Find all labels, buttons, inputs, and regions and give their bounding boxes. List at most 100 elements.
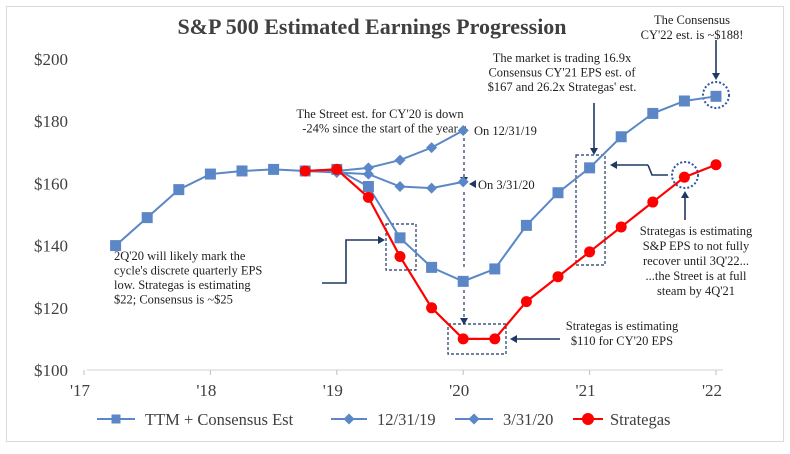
data-point (710, 159, 722, 171)
arrow-head (610, 161, 617, 169)
arrow-head (510, 335, 517, 343)
y-tick-label: $140 (34, 237, 68, 256)
arrow-head (712, 73, 720, 80)
annotation-market: The market is trading 16.9x Consensus CY'… (488, 51, 637, 94)
annotation-low: 2Q'20 will likely mark the cycle's discre… (114, 249, 262, 307)
annotation-line: Strategas is estimating (566, 319, 679, 333)
annotation-line: The Street est. for CY'20 is down (296, 107, 464, 121)
annotation-line: recover until 3Q'22... (643, 254, 749, 268)
y-tick-label: $120 (34, 299, 68, 318)
data-point (299, 165, 311, 177)
annotation-line: S&P EPS to not fully (643, 239, 750, 253)
data-point (362, 191, 374, 203)
annotation-on-1231: On 12/31/19 (474, 124, 537, 138)
highlight-box-2q20 (385, 223, 417, 271)
legend-swatch-marker (582, 413, 594, 425)
arrow-head (590, 148, 598, 155)
arrow-head (378, 236, 385, 244)
data-point (457, 125, 469, 137)
data-point (457, 333, 469, 345)
data-point (268, 163, 280, 175)
series-line (305, 169, 464, 190)
annotation-line: $110 for CY'20 EPS (571, 334, 673, 348)
data-point (615, 221, 627, 233)
arrow-head (681, 191, 689, 198)
annotation-street: The Street est. for CY'20 is down -24% si… (296, 107, 464, 136)
annotation-line: steam by 4Q'21 (657, 284, 735, 298)
x-tick-label: '18 (196, 381, 216, 400)
arrow-line (647, 164, 668, 176)
data-point (584, 246, 596, 258)
data-point (141, 212, 153, 224)
data-point (173, 184, 185, 196)
series-strategas (299, 159, 722, 345)
chart-title: S&P 500 Estimated Earnings Progression (177, 14, 566, 39)
arrow-head (460, 318, 468, 325)
data-point (584, 162, 596, 174)
annotation-on-0331: On 3/31/20 (478, 178, 535, 192)
annotation-line: The Consensus (654, 13, 730, 27)
annotation-line: -24% since the start of the year (302, 122, 458, 136)
legend-label: 12/31/19 (377, 410, 436, 429)
annotation-line: $167 and 26.2x Strategas' est. (488, 80, 637, 94)
annotation-line: Strategas is estimating (640, 224, 753, 238)
data-point (362, 162, 374, 174)
legend-item: Strategas (573, 410, 670, 429)
legend-label: TTM + Consensus Est (145, 410, 294, 429)
data-point (394, 154, 406, 166)
data-point (520, 296, 532, 308)
data-point (236, 165, 248, 177)
annotation-line: Consensus CY'21 EPS est. of (488, 66, 636, 80)
data-point (394, 232, 406, 244)
annotation-strategas-est: Strategas is estimating S&P EPS to not fu… (640, 224, 753, 298)
data-point (362, 181, 374, 193)
annotation-consensus: The Consensus CY'22 est. is ~$188! (641, 13, 744, 42)
data-point (710, 90, 722, 102)
data-point (204, 168, 216, 180)
data-point (394, 181, 406, 193)
dotted-circle-strategas (671, 161, 699, 189)
legend-label: 3/31/20 (503, 410, 553, 429)
annotation-line: ...the Street is at full (645, 269, 747, 283)
annotation-line: low. Strategas is estimating (114, 278, 251, 292)
legend-item: 3/31/20 (455, 410, 553, 429)
data-point (426, 261, 438, 273)
data-point (615, 131, 627, 143)
annotation-strategas-110: Strategas is estimating $110 for CY'20 EP… (566, 319, 679, 348)
arrow-head (469, 180, 476, 188)
highlight-box-cy21 (575, 154, 606, 266)
annotation-line: The market is trading 16.9x (493, 51, 632, 65)
legend-swatch-marker (343, 413, 355, 425)
data-point (552, 271, 564, 283)
chart-frame (6, 6, 784, 442)
data-point (489, 263, 501, 275)
legend-label: Strategas (610, 410, 670, 429)
data-point (426, 302, 438, 314)
x-tick-label: '21 (576, 381, 596, 400)
x-tick-label: '19 (323, 381, 343, 400)
data-point (678, 171, 690, 183)
data-point (457, 275, 469, 287)
data-point (520, 219, 532, 231)
series-line (305, 129, 464, 172)
legend-item: 12/31/19 (331, 410, 436, 429)
legend-swatch-marker (111, 414, 121, 424)
y-tick-label: $200 (34, 50, 68, 69)
data-point (647, 196, 659, 208)
data-point (426, 182, 438, 194)
arrow-line (322, 239, 380, 284)
data-point (426, 142, 438, 154)
data-point (489, 333, 501, 345)
y-tick-label: $160 (34, 174, 68, 193)
data-point (110, 240, 122, 252)
highlight-box-low (447, 323, 507, 355)
data-point (331, 163, 343, 175)
series-line (305, 163, 717, 340)
data-point (678, 95, 690, 107)
dotted-circle-consensus (702, 81, 730, 109)
x-tick-label: '20 (449, 381, 469, 400)
data-point (457, 176, 469, 188)
legend-swatch-marker (468, 413, 480, 425)
annotation-line: CY'22 est. is ~$188! (641, 28, 744, 42)
